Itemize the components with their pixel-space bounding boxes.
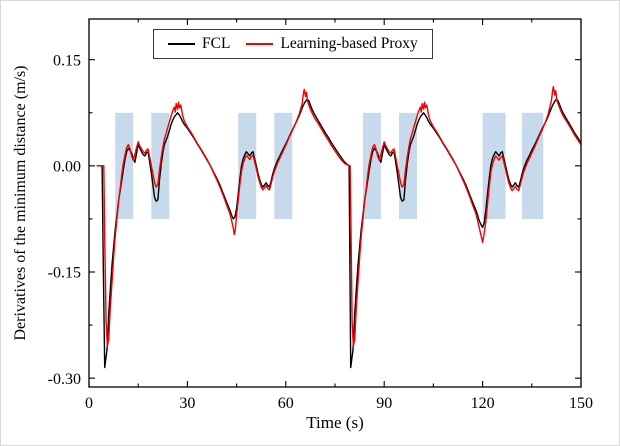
legend: FCL Learning-based Proxy xyxy=(153,29,433,59)
svg-text:150: 150 xyxy=(569,395,593,412)
svg-text:0.00: 0.00 xyxy=(53,158,81,175)
svg-text:30: 30 xyxy=(179,395,195,412)
legend-item-proxy: Learning-based Proxy xyxy=(246,35,418,53)
svg-text:0: 0 xyxy=(85,395,93,412)
svg-text:-0.30: -0.30 xyxy=(48,371,81,388)
svg-text:60: 60 xyxy=(278,395,294,412)
x-axis-label: Time (s) xyxy=(306,413,364,432)
svg-text:0.15: 0.15 xyxy=(53,52,81,69)
svg-text:120: 120 xyxy=(471,395,495,412)
svg-text:-0.15: -0.15 xyxy=(48,265,81,282)
fcl-legend-label: FCL xyxy=(202,35,231,52)
fcl-line-swatch xyxy=(168,43,195,45)
svg-text:90: 90 xyxy=(376,395,392,412)
y-axis-label: Derivatives of the minimum distance (m/s… xyxy=(12,65,29,341)
proxy-line-swatch xyxy=(246,43,274,45)
proxy-legend-label: Learning-based Proxy xyxy=(280,35,418,52)
legend-item-fcl: FCL xyxy=(168,35,230,53)
